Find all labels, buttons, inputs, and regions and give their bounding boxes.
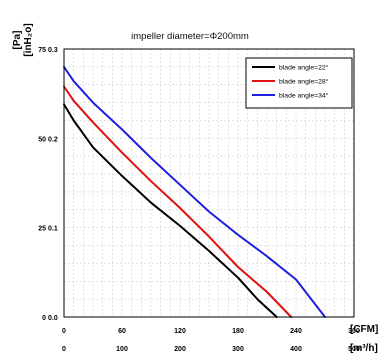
legend-label-3: blade angle=34° [279, 92, 329, 100]
x-tick-label-cfm: 120 [174, 328, 186, 335]
y-tick-label-inh2o: 0.0 [48, 315, 58, 322]
x-tick-label-m3h: 400 [290, 346, 302, 353]
y-tick-label-pa: 50 [38, 136, 46, 143]
x-tick-label-m3h: 100 [116, 346, 128, 353]
x-tick-label-m3h: 0 [62, 346, 66, 353]
x-unit-cfm: [CFM] [350, 324, 378, 335]
x-unit-m3h: [m³/h] [350, 343, 378, 354]
series-line-3 [63, 65, 326, 318]
legend: blade angle=22° blade angle=28° blade angl… [245, 57, 353, 109]
series-line-2 [63, 85, 293, 318]
x-tick-label-m3h: 500 [348, 346, 360, 353]
plot-area-border [63, 48, 355, 318]
y-tick-label-pa: 25 [38, 226, 46, 233]
x-tick-label-cfm: 240 [290, 328, 302, 335]
series-layer [63, 65, 326, 318]
legend-label-2: blade angle=28° [279, 78, 329, 86]
y-tick-label-pa: 75 [38, 47, 46, 54]
y-tick-label-pa: 0 [42, 315, 46, 322]
x-tick-label-m3h: 200 [174, 346, 186, 353]
x-tick-label-cfm: 180 [232, 328, 244, 335]
legend-label-1: blade angle=22° [279, 64, 329, 72]
y-unit-pa: [Pa] [12, 31, 23, 50]
y-tick-label-inh2o: 0.2 [48, 136, 58, 143]
x-tick-label-cfm: 60 [118, 328, 126, 335]
y-unit-inh2o: [inH₂o] [23, 23, 34, 56]
y-tick-label-inh2o: 0.1 [48, 226, 58, 233]
y-tick-label-inh2o: 0.3 [48, 47, 58, 54]
x-tick-label-m3h: 300 [232, 346, 244, 353]
series-line-1 [63, 103, 278, 318]
x-tick-label-cfm: 300 [348, 328, 360, 335]
chart-title: impeller diameter=Φ200mm [131, 31, 249, 42]
x-tick-label-cfm: 0 [62, 328, 66, 335]
